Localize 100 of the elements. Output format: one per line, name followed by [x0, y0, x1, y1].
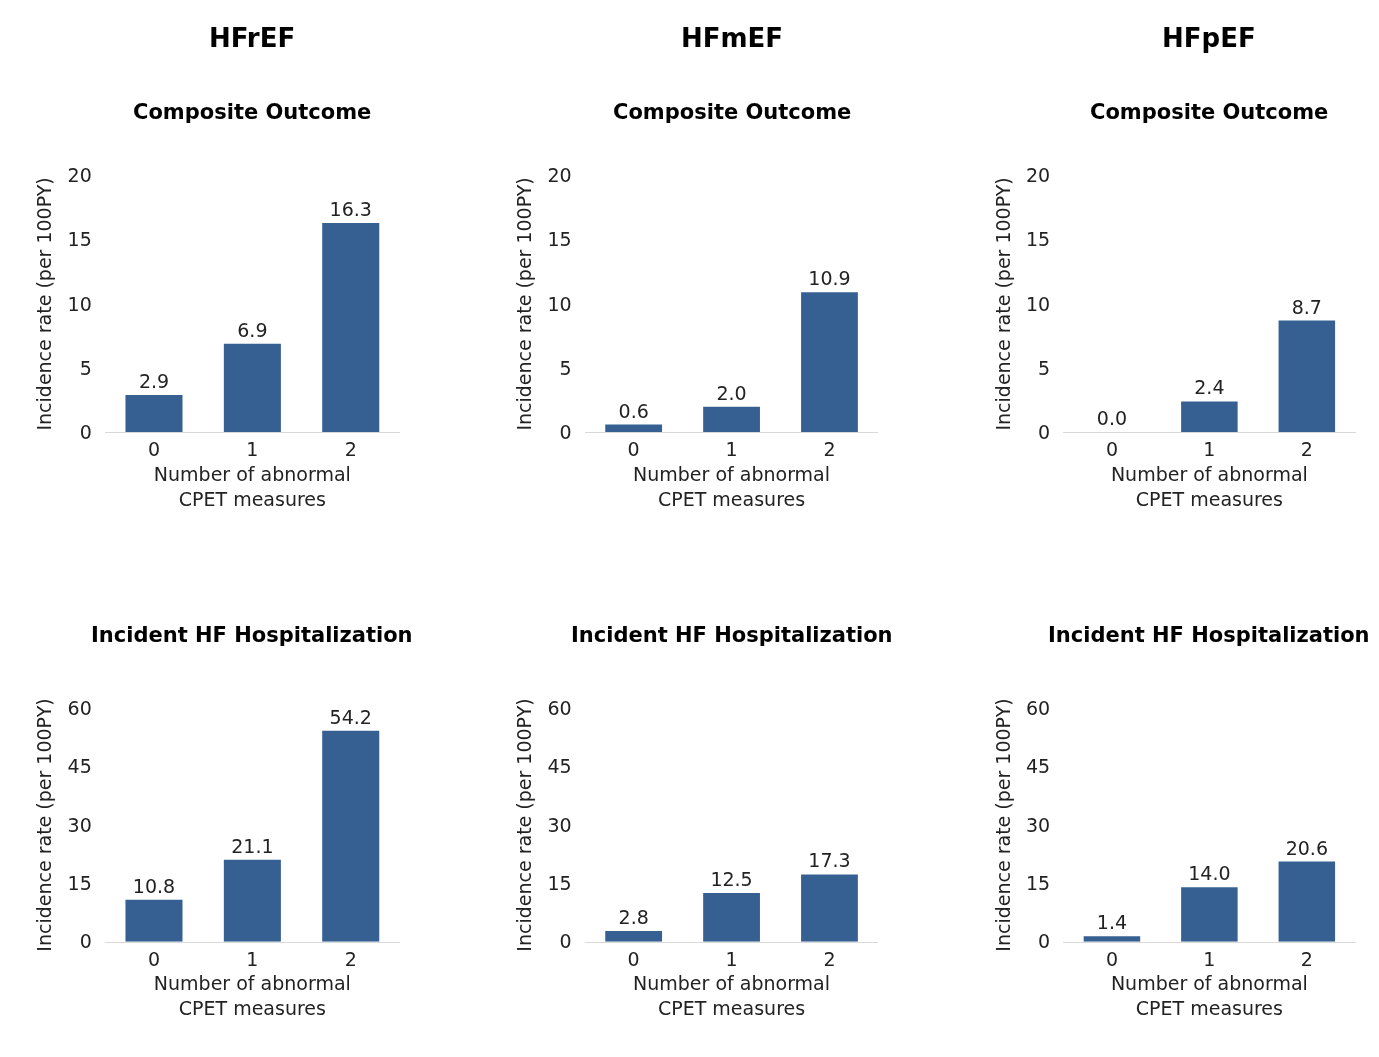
x-tick-label: 0	[147, 438, 161, 461]
x-tick-label: 1	[725, 947, 738, 970]
x-tick-label: 0	[1105, 947, 1118, 970]
data-label: 14.0	[1188, 862, 1231, 885]
y-tick-label: 20	[67, 164, 92, 187]
data-label: 20.6	[1285, 836, 1328, 859]
x-tick-label: 0	[627, 438, 640, 461]
y-tick-label: 5	[559, 356, 572, 379]
y-tick-label: 10	[1026, 292, 1051, 315]
y-tick-label: 0	[1038, 930, 1051, 953]
bar	[125, 395, 183, 433]
chart-title: HFpEF	[1162, 23, 1256, 53]
bar	[125, 899, 183, 942]
x-axis-title: Number of abnormal CPET measures	[1110, 462, 1308, 510]
x-axis-title: Number of abnormal CPET measures	[633, 462, 831, 510]
x-tick-label: 0	[1105, 438, 1118, 461]
x-axis-title: Number of abnormal CPET measures	[153, 462, 351, 510]
y-axis-title: Incidence rate (per 100PY)	[513, 177, 536, 431]
bar	[1083, 936, 1141, 942]
bar	[223, 859, 281, 942]
y-tick-label: 60	[547, 696, 572, 719]
x-tick-label: 1	[1203, 438, 1216, 461]
x-tick-label: 1	[725, 438, 738, 461]
data-label: 10.8	[132, 874, 176, 897]
bar	[1181, 887, 1238, 942]
y-tick-label: 0	[1038, 420, 1051, 443]
y-tick-label: 15	[547, 872, 572, 895]
y-tick-label: 60	[1026, 696, 1051, 719]
x-tick-label: 0	[627, 947, 640, 970]
x-tick-label: 2	[823, 438, 836, 461]
y-tick-label: 45	[67, 755, 92, 778]
data-label: 2.0	[716, 381, 747, 404]
data-label: 12.5	[710, 868, 753, 891]
y-tick-label: 10	[547, 292, 572, 315]
y-tick-label: 0	[559, 930, 572, 953]
bar	[801, 874, 858, 942]
data-label: 6.9	[237, 318, 268, 341]
x-tick-label: 2	[344, 438, 357, 461]
y-tick-label: 10	[67, 292, 92, 315]
y-tick-label: 20	[547, 164, 572, 187]
y-tick-label: 0	[559, 420, 572, 443]
y-tick-label: 30	[67, 813, 92, 836]
y-tick-label: 45	[1026, 755, 1051, 778]
data-label: 1.4	[1096, 911, 1128, 934]
data-label: 54.2	[329, 705, 372, 728]
y-axis-title: Incidence rate (per 100PY)	[33, 698, 56, 952]
x-tick-label: 2	[344, 947, 357, 970]
bar	[1278, 861, 1336, 942]
bar	[703, 893, 760, 942]
x-tick-label: 2	[1300, 438, 1313, 461]
y-axis-title: Incidence rate (per 100PY)	[991, 177, 1014, 431]
y-tick-label: 15	[1026, 872, 1051, 895]
y-tick-label: 5	[1038, 356, 1051, 379]
y-tick-label: 5	[79, 356, 92, 379]
y-tick-label: 30	[1026, 813, 1051, 836]
data-label: 16.3	[329, 197, 372, 220]
y-tick-label: 15	[67, 228, 92, 251]
y-tick-label: 20	[1026, 164, 1051, 187]
y-tick-label: 0	[79, 420, 92, 443]
data-label: 2.4	[1194, 376, 1225, 399]
chart-title: Incident HF Hospitalization	[1048, 623, 1370, 647]
x-tick-label: 2	[1300, 947, 1313, 970]
y-axis-title: Incidence rate (per 100PY)	[513, 698, 536, 952]
bar	[322, 730, 380, 942]
chart-title: Incident HF Hospitalization	[571, 623, 893, 647]
y-tick-label: 15	[67, 872, 92, 895]
data-label: 2.9	[138, 370, 170, 393]
chart-subtitle: Composite Outcome	[613, 100, 852, 124]
data-label: 0.6	[618, 399, 649, 422]
y-axis-title: Incidence rate (per 100PY)	[991, 698, 1014, 952]
y-tick-label: 0	[79, 930, 92, 953]
chart-subtitle: Composite Outcome	[1090, 100, 1329, 124]
bar	[703, 406, 760, 433]
y-tick-label: 45	[547, 755, 572, 778]
chart-title: Incident HF Hospitalization	[91, 623, 413, 647]
data-label: 0.0	[1096, 407, 1128, 430]
y-tick-label: 15	[547, 228, 572, 251]
x-tick-label: 1	[1203, 947, 1216, 970]
data-label: 8.7	[1291, 295, 1322, 318]
bar	[605, 424, 663, 433]
y-tick-label: 60	[67, 696, 92, 719]
y-tick-label: 15	[1026, 228, 1051, 251]
x-tick-label: 1	[246, 438, 259, 461]
x-axis-title: Number of abnormal CPET measures	[633, 972, 831, 1020]
data-label: 10.9	[808, 267, 851, 290]
chart-title: HFrEF	[209, 23, 296, 53]
bar	[801, 292, 858, 433]
bar	[605, 930, 663, 942]
chart-subtitle: Composite Outcome	[133, 100, 372, 124]
data-label: 17.3	[808, 849, 851, 872]
chart-title: HFmEF	[681, 23, 784, 53]
x-axis-title: Number of abnormal CPET measures	[1110, 972, 1308, 1020]
x-tick-label: 2	[823, 947, 836, 970]
data-label: 21.1	[231, 834, 274, 857]
x-tick-label: 0	[147, 947, 161, 970]
data-label: 2.8	[618, 905, 649, 928]
bar	[322, 222, 380, 433]
y-axis-title: Incidence rate (per 100PY)	[33, 177, 56, 431]
bar	[223, 343, 281, 433]
x-tick-label: 1	[246, 947, 259, 970]
